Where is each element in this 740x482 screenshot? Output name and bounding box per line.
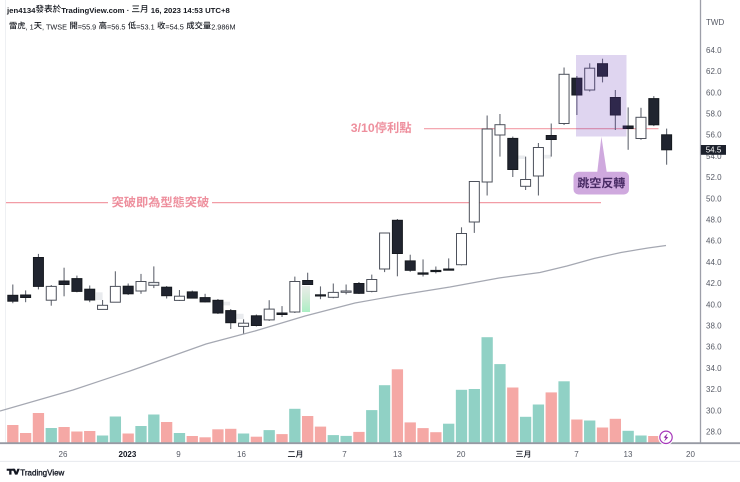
svg-text:34.0: 34.0 [706,364,722,373]
svg-text:28.0: 28.0 [706,428,722,437]
svg-text:=55.9: =55.9 [78,23,96,32]
svg-text:, TWSE: , TWSE [42,23,67,32]
svg-text:64.0: 64.0 [706,46,722,55]
svg-text:16: 16 [237,450,246,459]
svg-text:54.5: 54.5 [706,146,722,155]
svg-text:, 1: , 1 [26,23,34,32]
svg-text:=54.5: =54.5 [165,23,183,32]
svg-text:=56.5: =56.5 [107,23,125,32]
svg-text:44.0: 44.0 [706,258,722,267]
svg-text:46.0: 46.0 [706,237,722,246]
svg-text:58.0: 58.0 [706,110,722,119]
svg-text:52.0: 52.0 [706,173,722,182]
svg-text:TWD: TWD [706,18,724,27]
svg-text:16, 2023 14:53 UTC+8: 16, 2023 14:53 UTC+8 [149,6,231,15]
svg-text:38.0: 38.0 [706,322,722,331]
svg-text:26: 26 [59,450,68,459]
svg-text:20: 20 [686,450,695,459]
svg-text:48.0: 48.0 [706,216,722,225]
svg-text:2023: 2023 [119,450,137,459]
svg-text:9: 9 [176,450,181,459]
svg-text:TradingView.com: TradingView.com [61,6,124,15]
svg-text:50.0: 50.0 [706,194,722,203]
svg-text:13: 13 [393,450,402,459]
svg-text:36.0: 36.0 [706,343,722,352]
svg-text:·: · [125,6,132,15]
svg-text:60.0: 60.0 [706,88,722,97]
svg-text:40.0: 40.0 [706,300,722,309]
svg-text:62.0: 62.0 [706,67,722,76]
svg-text:32.0: 32.0 [706,385,722,394]
svg-text:7: 7 [342,450,347,459]
svg-text:2.986M: 2.986M [211,23,235,32]
svg-text:3/10: 3/10 [351,121,375,135]
svg-text:54.0: 54.0 [706,152,722,161]
svg-text:30.0: 30.0 [706,406,722,415]
svg-text:TradingView: TradingView [20,468,64,477]
svg-text:20: 20 [457,450,466,459]
svg-text:42.0: 42.0 [706,279,722,288]
svg-text:13: 13 [624,450,633,459]
svg-text:7: 7 [574,450,579,459]
svg-text:jen4134: jen4134 [6,6,36,15]
svg-text:56.0: 56.0 [706,131,722,140]
svg-text:=53.1: =53.1 [136,23,154,32]
